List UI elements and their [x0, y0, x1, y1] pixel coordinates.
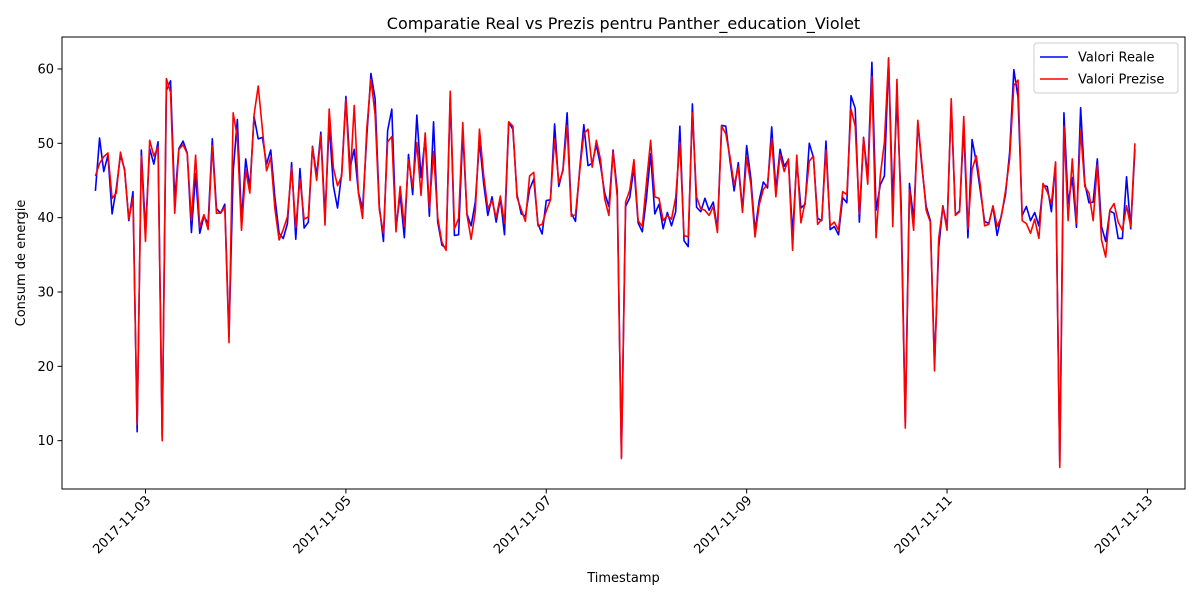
- y-tick-label: 20: [37, 360, 54, 375]
- legend-box: [1033, 42, 1179, 94]
- y-tick-label: 10: [37, 434, 54, 449]
- y-axis: 10 20 30 40 50 60: [37, 62, 62, 449]
- plot-area: [61, 36, 1186, 490]
- y-tick-label: 40: [37, 211, 54, 226]
- legend-label-1: Valori Reale: [1078, 51, 1155, 66]
- legend: Valori Reale Valori Prezise: [1033, 42, 1179, 94]
- series-line-2: [94, 57, 1136, 469]
- x-axis-label: Timestamp: [586, 571, 660, 586]
- y-axis-label: Consum de energie: [14, 200, 29, 327]
- y-tick-label: 30: [37, 285, 54, 300]
- chart-title: Comparatie Real vs Prezis pentru Panther…: [387, 14, 860, 34]
- y-tick-label: 50: [37, 137, 54, 152]
- y-tick-label: 60: [37, 62, 54, 77]
- legend-label-2: Valori Prezise: [1078, 73, 1164, 88]
- plot-frame: [61, 36, 1186, 490]
